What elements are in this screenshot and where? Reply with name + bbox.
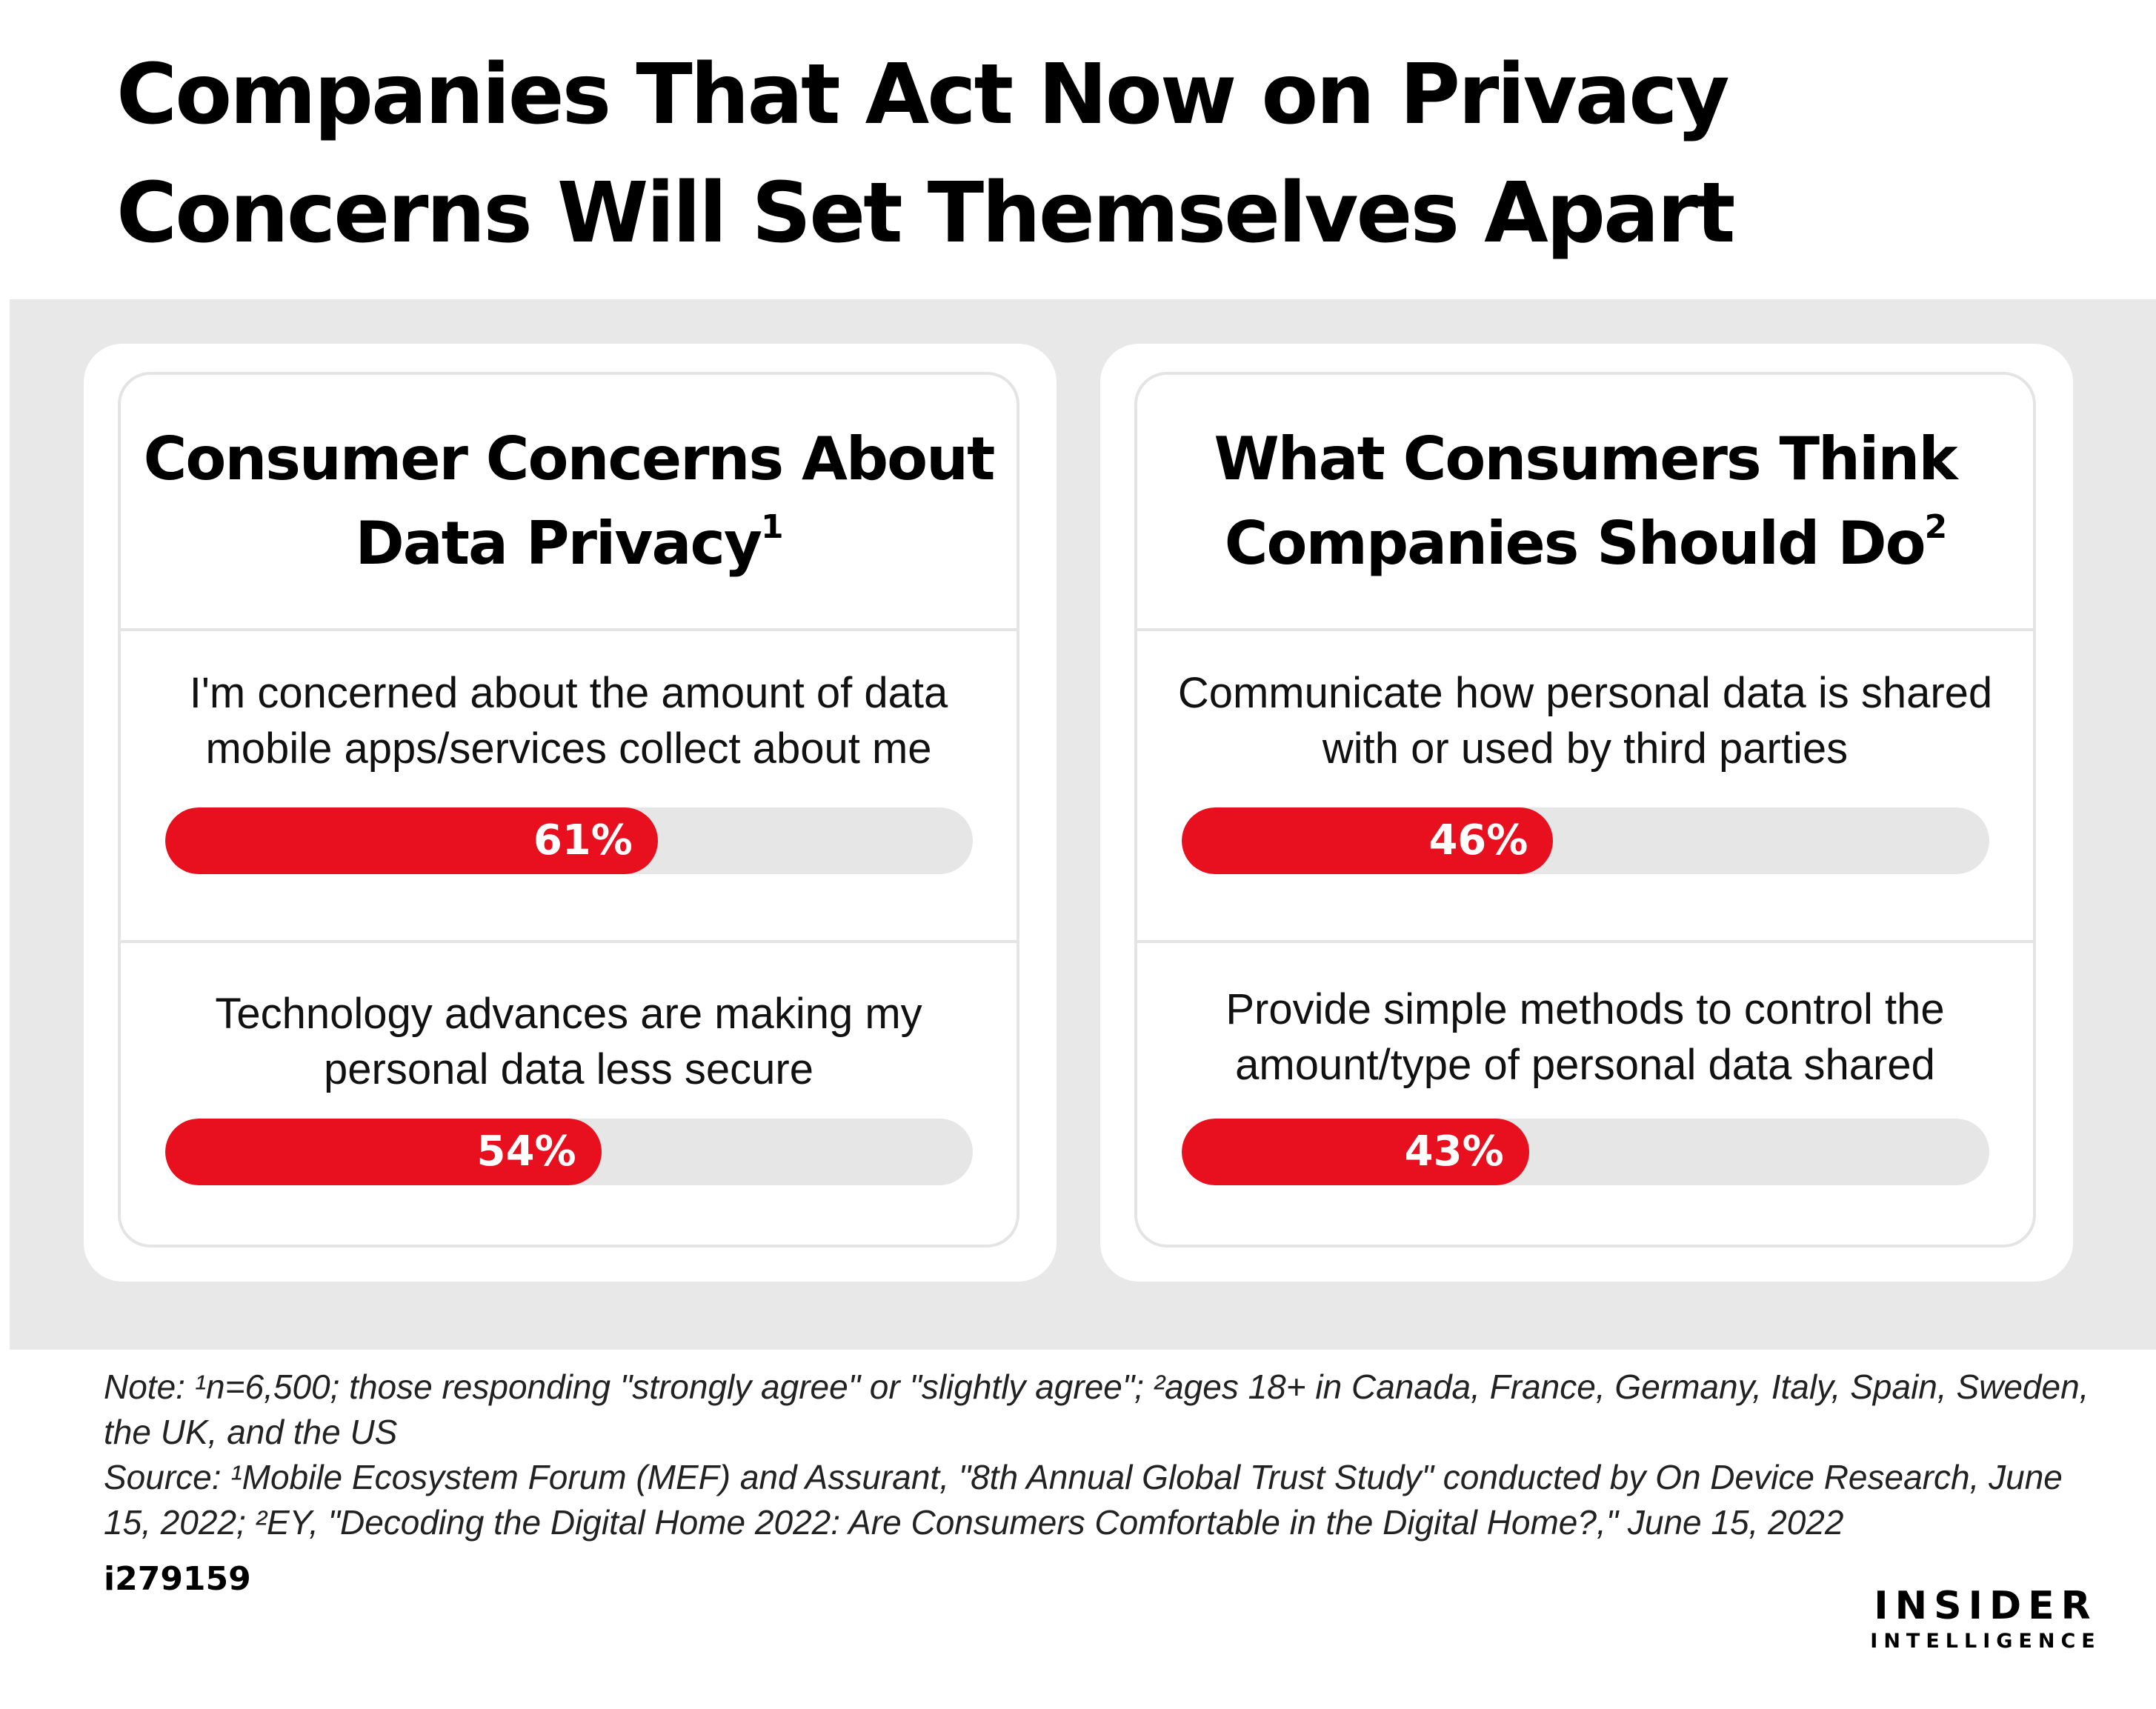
chart-title-text: Consumer Concerns About Data Privacy <box>143 424 996 578</box>
bar-track: 54% <box>165 1119 973 1185</box>
chart-title-text: What Consumers Think Companies Should Do <box>1214 424 1957 578</box>
bar-category-label: Technology advances are making my person… <box>215 990 922 1093</box>
bar-track: 43% <box>1182 1119 1989 1185</box>
source-text: Source: ¹Mobile Ecosystem Forum (MEF) an… <box>104 1458 2063 1542</box>
bar-item: I'm concerned about the amount of data m… <box>121 631 1017 943</box>
card-header: Consumer Concerns About Data Privacy1 <box>121 375 1017 631</box>
chart-title: What Consumers Think Companies Should Do… <box>1137 417 2033 586</box>
bar-fill: 43% <box>1182 1119 1529 1185</box>
bar-item: Communicate how personal data is shared … <box>1137 631 2033 943</box>
logo-line-2: INTELLIGENCE <box>1870 1630 2101 1653</box>
card-frame: Consumer Concerns About Data Privacy1 I'… <box>118 372 1019 1247</box>
bar-value-label: 54% <box>476 1127 576 1176</box>
page-title: Companies That Act Now on Privacy Concer… <box>116 47 1735 261</box>
bar-fill: 61% <box>165 807 658 874</box>
logo-line-1: INSIDER <box>1874 1584 2097 1628</box>
footnote-marker: 2 <box>1924 507 1948 546</box>
bar-value-label: 46% <box>1428 816 1528 865</box>
bar-fill: 46% <box>1182 807 1554 874</box>
bar-fill: 54% <box>165 1119 602 1185</box>
bar-value-label: 43% <box>1404 1127 1504 1176</box>
bar-category-label: Provide simple methods to control the am… <box>1225 985 1945 1089</box>
bar-value-label: 61% <box>533 816 633 865</box>
insider-intelligence-logo: INSIDER INTELLIGENCE <box>1867 1584 2104 1655</box>
chart-card-company-actions: What Consumers Think Companies Should Do… <box>1100 344 2073 1282</box>
footnote-marker: 1 <box>761 507 784 546</box>
bar-item: Provide simple methods to control the am… <box>1137 943 2033 1250</box>
footnotes: Note: ¹n=6,500; those responding "strong… <box>104 1365 2119 1545</box>
chart-title: Consumer Concerns About Data Privacy1 <box>121 417 1017 586</box>
card-header: What Consumers Think Companies Should Do… <box>1137 375 2033 631</box>
note-text: Note: ¹n=6,500; those responding "strong… <box>104 1367 2089 1451</box>
bar-category-label: Communicate how personal data is shared … <box>1177 669 1993 773</box>
bar-category-label: I'm concerned about the amount of data m… <box>189 669 948 773</box>
bar-item: Technology advances are making my person… <box>121 943 1017 1250</box>
card-frame: What Consumers Think Companies Should Do… <box>1134 372 2036 1247</box>
chart-card-consumer-concerns: Consumer Concerns About Data Privacy1 I'… <box>84 344 1057 1282</box>
chart-id: i279159 <box>104 1560 251 1598</box>
bar-track: 46% <box>1182 807 1989 874</box>
bar-track: 61% <box>165 807 973 874</box>
